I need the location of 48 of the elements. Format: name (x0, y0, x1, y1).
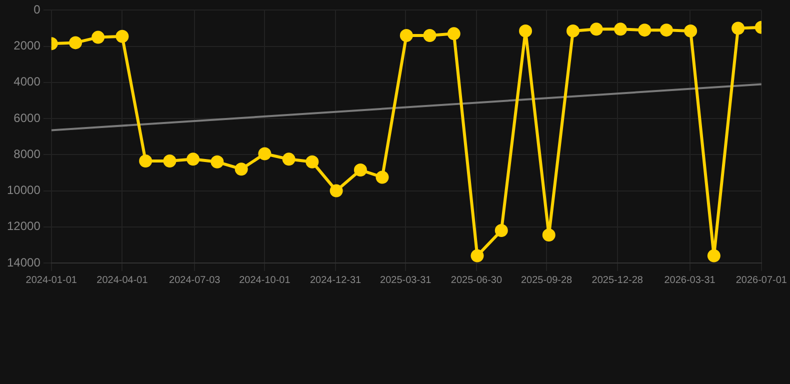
point (282, 152, 296, 166)
point (494, 224, 508, 237)
point (470, 249, 484, 262)
y-tick-label: 8000 (14, 146, 41, 161)
y-tick-label: 12000 (6, 219, 41, 234)
x-tick-label: 2026-07-01 (736, 274, 788, 286)
point (519, 24, 532, 38)
y-tick-label: 10000 (6, 183, 41, 198)
point (707, 249, 720, 262)
x-tick-label: 2024-10-01 (239, 274, 291, 286)
point (258, 147, 272, 160)
point (354, 164, 367, 177)
point (376, 170, 389, 184)
point (116, 30, 129, 43)
y-tick-label: 6000 (14, 110, 41, 125)
point (400, 28, 413, 42)
point (139, 154, 152, 168)
y-tick-label: 0 (34, 2, 41, 17)
x-tick-label: 2024-12-31 (310, 274, 362, 286)
point (92, 30, 105, 44)
point (684, 24, 698, 38)
x-tick-label: 2024-04-01 (96, 274, 148, 286)
x-tick-label: 2024-07-03 (169, 274, 221, 286)
point (566, 24, 580, 38)
point (234, 162, 248, 176)
point (447, 27, 460, 40)
point (330, 184, 343, 198)
point (638, 24, 652, 37)
x-tick-label: 2025-06-30 (450, 274, 502, 286)
y-tick-label: 4000 (14, 74, 41, 89)
x-tick-label: 2026-03-31 (664, 274, 716, 286)
point (542, 228, 556, 242)
x-tick-label: 2025-09-28 (520, 274, 573, 286)
point (590, 22, 603, 36)
point (69, 36, 82, 50)
point (660, 24, 673, 37)
x-tick-label: 2025-12-28 (592, 274, 644, 286)
point (306, 155, 319, 168)
y-tick-label: 14000 (6, 255, 41, 270)
x-tick-label: 2025-03-31 (380, 274, 432, 286)
x-tick-label: 2024-01-01 (26, 274, 78, 286)
y-tick-label: 2000 (14, 38, 41, 53)
point (732, 22, 745, 35)
point (210, 155, 224, 168)
point (163, 154, 176, 168)
point (186, 152, 200, 166)
point (423, 28, 436, 42)
point (614, 22, 628, 36)
